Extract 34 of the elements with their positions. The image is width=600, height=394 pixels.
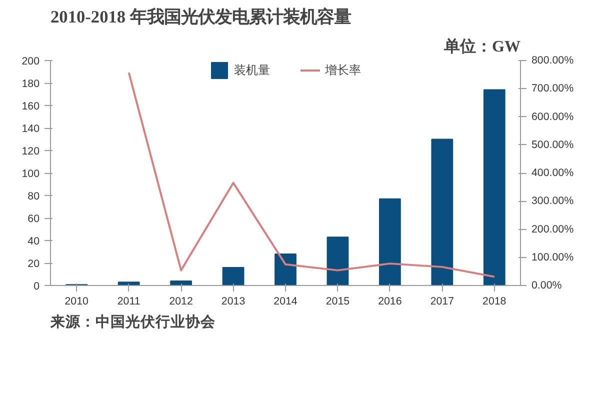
y-tick-label: 40 [28, 236, 40, 248]
y-tick-label: 160 [22, 100, 40, 112]
x-tick-label: 2012 [169, 296, 193, 308]
x-tick-label: 2015 [326, 296, 350, 308]
chart-title: 2010-2018 年我国光伏发电累计装机容量 [50, 8, 351, 26]
y2-tick-label: 500.00% [532, 138, 574, 151]
source-note: 来源：中国光伏行业协会 [50, 314, 216, 330]
y-tick-label: 60 [28, 213, 40, 225]
chart-subtitle: 单位：GW [443, 38, 521, 56]
x-tick-label: 2014 [274, 296, 298, 308]
x-tick-label: 2010 [64, 296, 89, 308]
x-tick-label: 2018 [482, 296, 506, 308]
y2-tick-label: 0.00% [532, 280, 562, 292]
y2-tick-label: 200.00% [532, 223, 574, 236]
y-tick-label: 0 [34, 280, 40, 292]
legend-label: 装机量 [234, 62, 270, 78]
y-tick-label: 140 [22, 123, 40, 135]
y-tick-label: 20 [28, 258, 40, 270]
legend-label: 增长率 [325, 62, 361, 78]
y-tick-label: 80 [28, 190, 40, 202]
y-tick-label: 180 [22, 78, 40, 90]
x-tick-label: 2013 [221, 296, 246, 308]
y-tick-label: 120 [22, 146, 40, 158]
x-tick-label: 2017 [430, 296, 454, 308]
x-tick-label: 2016 [378, 296, 402, 308]
y2-tick-label: 100.00% [532, 251, 574, 264]
y-tick-label: 100 [22, 168, 40, 180]
y2-tick-label: 800.00% [532, 54, 574, 66]
y2-tick-label: 600.00% [532, 110, 574, 123]
y2-tick-label: 400.00% [532, 167, 574, 179]
y2-tick-label: 300.00% [532, 195, 574, 208]
x-tick-label: 2011 [117, 296, 140, 308]
y-tick-label: 200 [22, 56, 40, 68]
y2-tick-label: 700.00% [532, 82, 574, 95]
